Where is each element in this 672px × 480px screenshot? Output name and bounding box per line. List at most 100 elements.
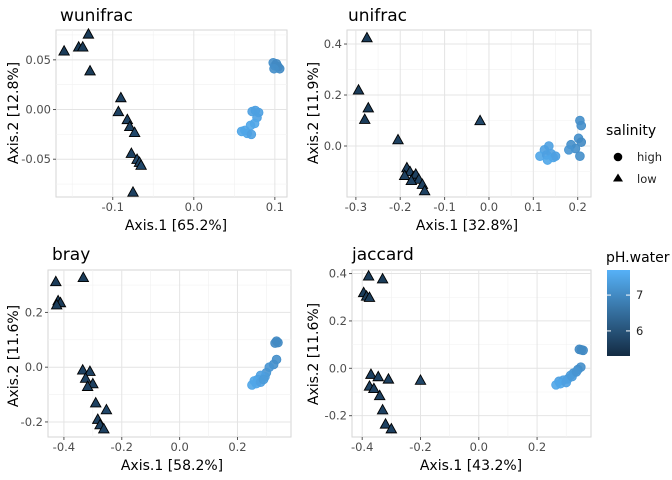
x-tick-label: -0.1 [102,200,124,214]
point-low [382,372,395,384]
point-low [364,368,377,379]
panel-title: unifrac [348,6,407,26]
y-tick-label: 0.2 [324,88,342,102]
y-tick-label: -0.05 [21,152,51,166]
x-tick-label: 0.0 [170,440,188,454]
colorbar-tick-label: 6 [636,324,643,338]
point-low [376,272,389,284]
point-low [414,374,427,385]
y-tick-label: 0.4 [324,37,342,51]
point-high [258,374,269,385]
point-high [247,380,257,390]
panel-unifrac: unifrac Axis.1 [32.8%] Axis.2 [11.9%] -0… [306,6,592,234]
data-points [49,271,283,434]
point-low [114,91,127,103]
minor-grid [48,270,291,437]
point-high [270,338,280,348]
point-high [561,377,572,388]
plot-area: -0.4 -0.2 0.0 0.2 -0.2 0.0 0.2 0.4 [325,267,592,454]
y-axis-label: Axis.2 [11.6%] [6,305,22,407]
point-low [77,271,90,283]
x-axis-label: Axis.1 [32.8%] [416,218,518,234]
point-low [84,64,97,76]
point-low [58,44,71,56]
data-points [352,31,587,196]
x-tick-label: -0.1 [433,200,455,214]
point-low [112,105,125,117]
y-axis-label: Axis.2 [12.8%] [6,62,22,164]
salinity-legend-title: salinity [606,123,656,139]
point-low [76,363,89,375]
colorbar-tick-label: 7 [636,288,643,302]
x-tick-label: -0.2 [389,200,411,214]
point-low [362,101,375,113]
y-tick-label: 0.4 [329,267,347,281]
y-tick-label: 0.05 [25,53,51,67]
legend-item-high: high [637,150,662,164]
point-low [82,27,95,39]
point-low [373,389,386,401]
point-low [97,422,110,434]
y-axis-label: Axis.2 [11.6%] [306,303,322,405]
x-tick-label: 0.1 [266,200,284,214]
panel-jaccard: jaccard Axis.1 [43.2%] Axis.2 [11.6%] -0… [306,245,592,474]
y-tick-label: 0.2 [25,305,43,319]
point-low [50,298,63,310]
y-tick-label: -0.2 [21,415,43,429]
x-tick-label: -0.4 [53,440,75,454]
ph-legend: pH.water 6 7 [606,250,670,356]
x-axis-label: Axis.1 [58.2%] [121,458,223,474]
panel-wunifrac: wunifrac Axis.1 [65.2%] Axis.2 [12.8%] -… [6,6,288,234]
x-tick-label: 0.1 [524,200,542,214]
ph-legend-title: pH.water [606,250,670,266]
plot-area: -0.1 0.0 0.1 -0.05 0.00 0.05 [21,27,288,214]
point-low [385,422,398,434]
y-tick-label: 0.0 [329,361,347,375]
point-high [571,367,582,377]
x-tick-label: -0.3 [345,200,367,214]
point-low [135,159,148,170]
minor-grid [352,270,591,437]
point-low [360,31,373,43]
point-high [269,63,279,74]
point-low [79,372,92,383]
plot-background [47,269,292,438]
point-high [550,151,561,162]
point-low [379,417,392,429]
point-low [372,370,385,382]
x-tick-label: -0.2 [111,440,133,454]
ph-colorbar [607,270,630,356]
point-low [127,185,139,197]
panel-title: wunifrac [60,6,133,26]
point-low [367,382,380,394]
point-low [81,380,94,391]
point-high [578,345,588,356]
legend-circle-icon [613,152,623,162]
plot-area: -0.4 -0.2 0.0 0.2 -0.2 0.0 0.2 [21,269,292,454]
minor-grid [347,30,591,197]
point-high [564,145,574,155]
panel-title: bray [52,245,90,265]
x-tick-label: -0.4 [351,440,373,454]
x-tick-label: 0.2 [228,440,246,454]
data-points [357,269,588,434]
point-low [405,174,418,186]
point-low [83,365,96,376]
y-tick-label: 0.0 [25,360,43,374]
minor-grid [56,30,287,197]
x-axis-label: Axis.1 [43.2%] [420,458,522,474]
panel-title: jaccard [351,245,414,265]
point-low [123,120,136,132]
point-low [100,403,113,415]
plot-background [351,269,592,438]
y-axis-label: Axis.2 [11.9%] [306,62,322,164]
legend-triangle-icon [613,173,623,182]
panel-bray: bray Axis.1 [58.2%] Axis.2 [11.6%] -0.4-… [6,245,292,474]
point-low [49,275,62,287]
plot-area: -0.3 -0.2 -0.1 0.0 0.1 0.2 0.0 0.2 0.4 [324,29,592,214]
point-high [542,155,553,165]
point-low [392,133,404,145]
point-high [246,129,257,140]
point-low [418,184,431,196]
y-tick-label: 0.2 [329,314,347,328]
